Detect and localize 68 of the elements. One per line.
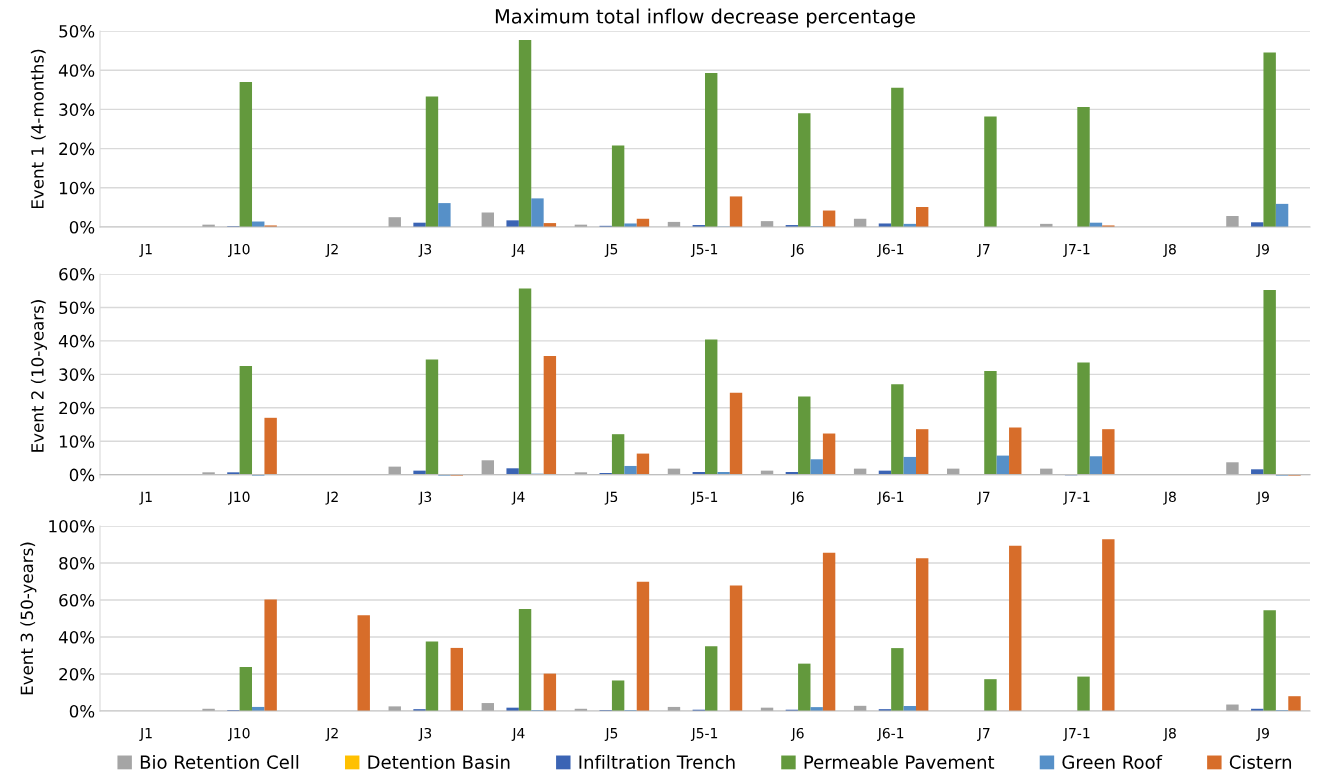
x-tick-label: J1	[139, 728, 152, 741]
x-tick-label: J5-1	[690, 491, 718, 505]
legend-label: Green Roof	[1062, 754, 1163, 769]
x-tick-label: J8	[1163, 727, 1176, 741]
y-tick-label: 50%	[59, 301, 95, 315]
x-tick-label: J4	[511, 728, 525, 741]
y-tick-label: 50%	[59, 24, 95, 38]
x-tick-label: J6	[790, 727, 804, 741]
y-tick-label: 0%	[69, 468, 95, 482]
x-tick-label: J2	[325, 491, 338, 505]
x-tick-label: J7-1	[1063, 491, 1090, 505]
x-tick-label: J5	[604, 728, 618, 741]
legend-label: Detention Basin	[368, 754, 510, 769]
y-tick-label: 30%	[59, 103, 95, 116]
x-tick-label: J5-1	[690, 728, 718, 741]
y-tick-label: 20%	[59, 401, 95, 415]
x-tick-label: J5	[604, 244, 618, 257]
x-tick-label: J2	[325, 727, 338, 741]
x-tick-label: J10	[228, 727, 250, 741]
legend-label: Permeable Pavement	[804, 754, 995, 769]
x-tick-label: J8	[1163, 491, 1176, 505]
y-tick-label: 60%	[59, 593, 95, 607]
legend-label: Infiltration Trench	[579, 754, 735, 769]
x-tick-label: J5-1	[690, 244, 718, 257]
y-tick-label: 0%	[69, 704, 95, 718]
x-tick-label: J4	[511, 244, 525, 257]
x-tick-label: J3	[418, 243, 432, 257]
y-tick-label: 40%	[58, 334, 95, 348]
y-axis-title: Event 3 (50-years)	[20, 542, 37, 695]
y-axis-title: Event 2 (10-years)	[30, 300, 47, 452]
x-tick-label: J9	[1256, 727, 1269, 741]
x-tick-label: J2	[325, 243, 338, 257]
x-tick-label: J9	[1256, 243, 1269, 257]
y-tick-label: 30%	[59, 368, 95, 381]
x-tick-label: J7-1	[1063, 244, 1090, 257]
y-tick-label: 40%	[58, 64, 95, 77]
x-tick-label: J6-1	[877, 491, 904, 505]
x-tick-label: J10	[228, 243, 250, 257]
y-tick-label: 20%	[59, 667, 95, 681]
x-tick-label: J5	[604, 491, 618, 505]
x-tick-label: J3	[418, 491, 432, 505]
x-tick-label: J6	[790, 491, 804, 505]
x-tick-label: J6-1	[877, 243, 904, 257]
x-tick-label: J7	[977, 491, 990, 505]
x-tick-label: J4	[511, 491, 525, 505]
y-tick-label: 0%	[69, 220, 95, 234]
legend-label: Cistern	[1229, 754, 1292, 769]
x-tick-label: J1	[139, 244, 152, 257]
x-tick-label: J6	[790, 243, 804, 257]
y-tick-label: 100%	[49, 519, 95, 533]
y-tick-label: 60%	[59, 267, 95, 281]
x-tick-label: J8	[1163, 243, 1176, 257]
y-axis-title: Event 1 (4-months)	[30, 49, 46, 209]
x-tick-label: J3	[418, 727, 432, 741]
x-tick-label: J7-1	[1063, 728, 1090, 741]
x-tick-label: J6-1	[877, 727, 904, 741]
legend-label: Bio Retention Cell	[140, 754, 299, 769]
x-tick-label: J7	[977, 728, 990, 741]
y-tick-label: 80%	[59, 556, 95, 570]
x-tick-label: J7	[977, 244, 990, 257]
y-tick-label: 10%	[59, 181, 95, 195]
y-tick-label: 20%	[59, 142, 95, 156]
x-tick-label: J1	[139, 491, 152, 505]
x-tick-label: J9	[1256, 491, 1269, 505]
y-tick-label: 40%	[58, 630, 95, 644]
y-tick-label: 10%	[59, 435, 95, 448]
x-tick-label: J10	[228, 491, 250, 505]
chart-title: Maximum total inflow decrease percentage	[495, 8, 915, 28]
